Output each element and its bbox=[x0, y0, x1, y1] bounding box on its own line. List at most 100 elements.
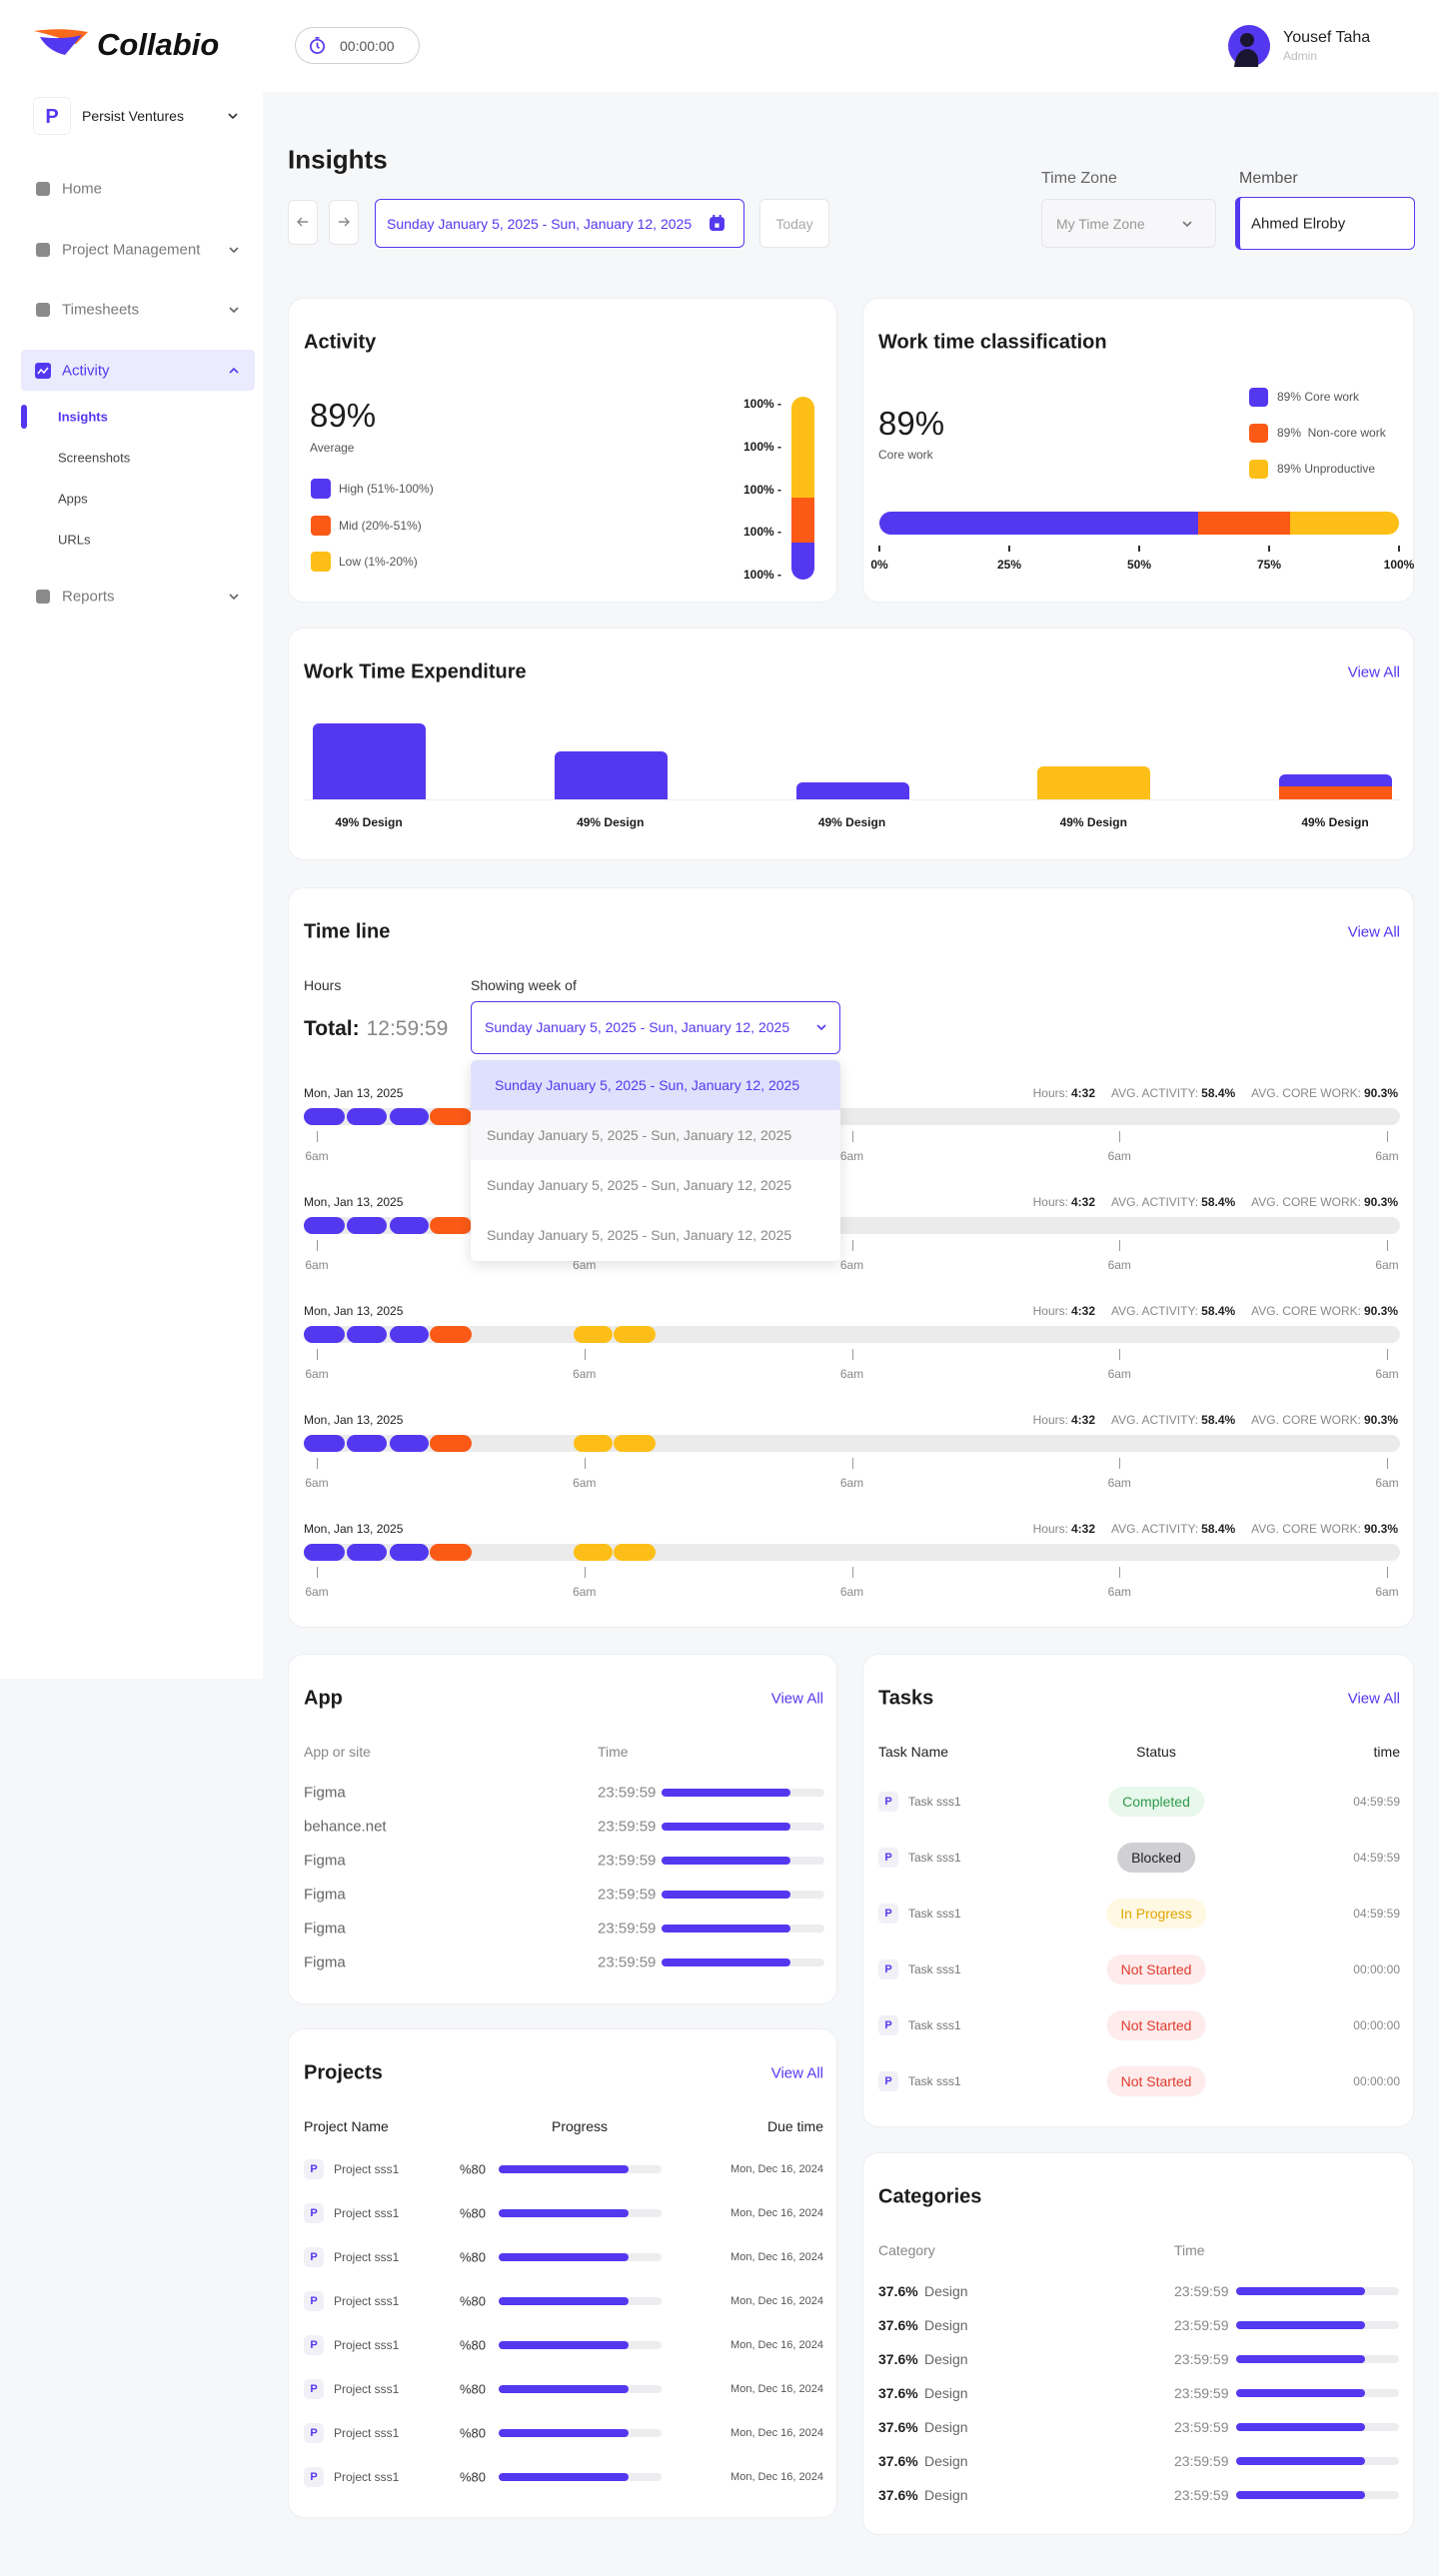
progress-fill bbox=[1236, 2287, 1365, 2295]
time-zone-select[interactable] bbox=[1041, 199, 1216, 248]
task-time: 00:00:00 bbox=[1353, 2018, 1400, 2032]
project-name: Project sss1 bbox=[334, 2294, 400, 2308]
app-name: Figma bbox=[304, 1920, 346, 1937]
stat-label: AVG. ACTIVITY: bbox=[1111, 1086, 1199, 1100]
stat-value: 4:32 bbox=[1070, 1086, 1095, 1100]
menu-chevron bbox=[229, 246, 239, 253]
category-time: 23:59:59 bbox=[1174, 2453, 1229, 2469]
app-name: Figma bbox=[304, 1953, 346, 1971]
submenu-item[interactable]: Screenshots bbox=[58, 450, 131, 465]
bar-segment bbox=[879, 512, 1199, 535]
option-text: Sunday January 5, 2025 - Sun, January 12… bbox=[495, 1077, 800, 1093]
x-tick-label: 75% bbox=[1256, 558, 1282, 572]
icon-part bbox=[713, 215, 716, 220]
column-header: Progress bbox=[551, 2118, 609, 2134]
column-header: Project Name bbox=[304, 2118, 389, 2134]
bar-segment bbox=[791, 497, 814, 544]
week-select[interactable] bbox=[471, 1001, 840, 1054]
app-time: 23:59:59 bbox=[598, 1852, 657, 1870]
total-value: 12:59:59 bbox=[366, 1017, 449, 1040]
menu-icon bbox=[36, 182, 50, 196]
project-name: Project sss1 bbox=[334, 2382, 400, 2396]
progress-label: %80 bbox=[460, 2337, 487, 2353]
x-tick-label: 6am bbox=[1375, 1367, 1399, 1381]
sidebar bbox=[0, 92, 263, 1679]
category-name: Design bbox=[924, 2351, 968, 2367]
row-date: Mon, Jan 13, 2025 bbox=[304, 1086, 404, 1100]
menu-item[interactable]: Reports bbox=[62, 588, 115, 605]
icon-part bbox=[229, 246, 239, 253]
category-share: 37.6% bbox=[878, 2487, 918, 2503]
menu-item[interactable]: Project Management bbox=[62, 241, 201, 258]
submenu-item[interactable]: URLs bbox=[58, 532, 91, 547]
date-range-picker[interactable] bbox=[375, 199, 744, 248]
due-date: Mon, Dec 16, 2024 bbox=[730, 2471, 823, 2483]
icon-part bbox=[36, 303, 50, 317]
stat-value: 58.4% bbox=[1201, 1086, 1236, 1100]
timeline-segment bbox=[614, 1326, 657, 1343]
icon-part bbox=[229, 367, 239, 374]
menu-icon bbox=[36, 303, 50, 317]
menu-chevron bbox=[229, 593, 239, 600]
view-all[interactable]: View All bbox=[1347, 663, 1400, 681]
select-chevron bbox=[816, 1024, 826, 1031]
project-name: Project sss1 bbox=[334, 2426, 400, 2440]
member-label: Member bbox=[1239, 170, 1298, 187]
submenu-item[interactable]: Insights bbox=[58, 409, 108, 424]
bar-segment bbox=[791, 543, 814, 580]
menu-item[interactable]: Timesheets bbox=[62, 301, 139, 319]
category-share: 37.6% bbox=[878, 2385, 918, 2401]
card-title: Work time classification bbox=[878, 331, 1107, 354]
stat-value: 90.3% bbox=[1363, 1086, 1398, 1100]
icon-part bbox=[229, 593, 239, 600]
view-all[interactable]: View All bbox=[770, 1690, 823, 1708]
progress-label: %80 bbox=[460, 2161, 487, 2177]
menu-item[interactable]: Home bbox=[62, 180, 103, 198]
logo-mark bbox=[34, 29, 88, 55]
bar bbox=[554, 751, 668, 799]
progress-fill bbox=[1236, 2423, 1365, 2431]
view-all[interactable]: View All bbox=[1347, 1690, 1400, 1708]
progress-fill bbox=[662, 1789, 790, 1797]
today-button[interactable] bbox=[759, 199, 829, 248]
category-name: Design bbox=[924, 2317, 968, 2333]
icon-part bbox=[37, 367, 49, 374]
org-chevron bbox=[228, 113, 238, 120]
category-name: Design bbox=[924, 2419, 968, 2435]
view-all[interactable]: View All bbox=[1347, 923, 1400, 941]
due-date: Mon, Dec 16, 2024 bbox=[730, 2295, 823, 2307]
dropdown-option[interactable]: Sunday January 5, 2025 - Sun, January 12… bbox=[471, 1210, 840, 1260]
stat-value: 58.4% bbox=[1201, 1304, 1236, 1318]
menu-item[interactable]: Activity bbox=[62, 362, 110, 379]
timeline-segment bbox=[389, 1108, 430, 1125]
project-icon: P bbox=[304, 2335, 324, 2355]
stat-value: 90.3% bbox=[1363, 1195, 1398, 1209]
status-badge: Completed bbox=[1108, 1787, 1204, 1817]
member-input[interactable] bbox=[1235, 197, 1415, 250]
icon-part bbox=[297, 217, 308, 227]
x-tick-label: 6am bbox=[839, 1149, 864, 1163]
progress-fill bbox=[662, 1891, 790, 1899]
timeline-segment bbox=[304, 1217, 345, 1234]
app-name: behance.net bbox=[304, 1818, 387, 1836]
arrow-icon bbox=[339, 217, 350, 227]
view-all[interactable]: View All bbox=[770, 2064, 823, 2082]
progress-label: %80 bbox=[460, 2425, 487, 2441]
legend-swatch bbox=[1249, 460, 1268, 479]
project-icon: P bbox=[304, 2291, 324, 2311]
bar bbox=[795, 782, 909, 799]
dropdown-option[interactable]: Sunday January 5, 2025 - Sun, January 12… bbox=[471, 1110, 840, 1160]
stat-label: AVG. ACTIVITY: bbox=[1111, 1413, 1199, 1427]
scale-label: 100% - bbox=[742, 439, 781, 454]
submenu-item[interactable]: Apps bbox=[58, 491, 88, 506]
timer-pill[interactable] bbox=[295, 27, 420, 64]
dropdown-option[interactable]: Sunday January 5, 2025 - Sun, January 12… bbox=[471, 1060, 840, 1110]
category-name: Design bbox=[924, 2453, 968, 2469]
x-tick-label: 6am bbox=[573, 1367, 597, 1381]
x-tick-label: 6am bbox=[305, 1258, 329, 1272]
option-text: Sunday January 5, 2025 - Sun, January 12… bbox=[487, 1227, 792, 1243]
timeline-segment bbox=[346, 1326, 388, 1343]
org-switcher[interactable]: P Persist Ventures bbox=[33, 94, 255, 140]
dropdown-option[interactable]: Sunday January 5, 2025 - Sun, January 12… bbox=[471, 1160, 840, 1210]
